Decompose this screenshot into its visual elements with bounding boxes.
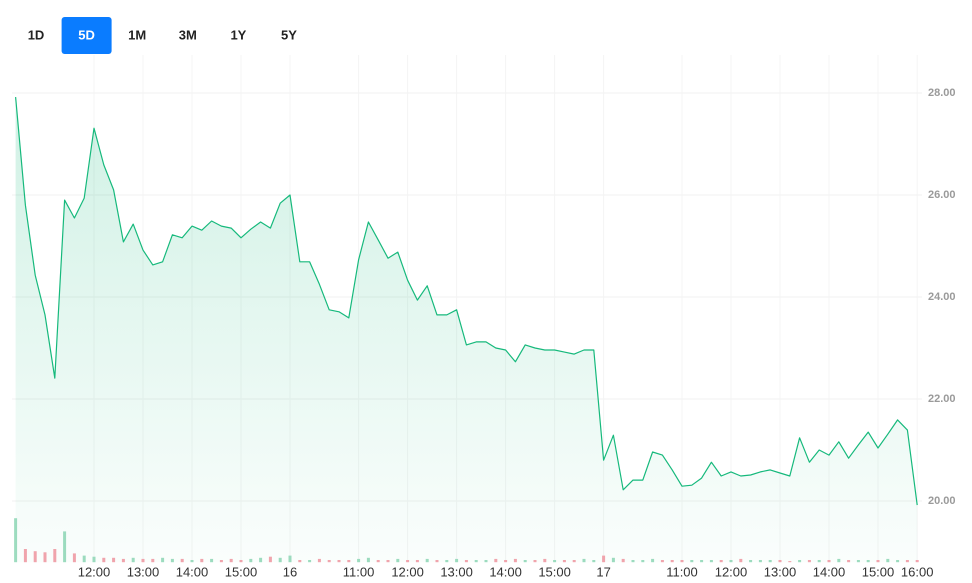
range-button[interactable]: 1Y [230, 27, 246, 42]
x-tick-label: 16 [283, 564, 297, 579]
x-tick-label: 14:00 [813, 564, 846, 579]
x-tick-label: 11:00 [343, 564, 375, 579]
x-tick-label: 14:00 [176, 564, 209, 579]
range-button[interactable]: 5Y [281, 27, 297, 42]
y-tick-label: 28.00 [928, 87, 956, 99]
x-tick-label: 15:00 [538, 564, 571, 579]
y-tick-label: 22.00 [928, 393, 956, 405]
x-tick-label: 13:00 [127, 564, 160, 579]
y-tick-label: 20.00 [928, 495, 956, 507]
x-tick-label: 11:00 [666, 564, 698, 579]
y-tick-label: 24.00 [928, 291, 956, 303]
price-area [15, 97, 918, 563]
x-tick-label: 13:00 [764, 564, 797, 579]
x-tick-label: 14:00 [489, 564, 522, 579]
x-tick-label: 17 [596, 564, 610, 579]
x-tick-label: 12:00 [391, 564, 424, 579]
range-button-bg[interactable] [61, 17, 112, 54]
range-button[interactable]: 3M [179, 27, 197, 42]
range-button[interactable]: 5D [78, 27, 95, 42]
y-tick-label: 26.00 [928, 189, 956, 201]
range-button[interactable]: 1M [128, 27, 146, 42]
x-tick-label: 15:00 [225, 564, 258, 579]
x-tick-label: 16:00 [901, 564, 934, 579]
range-button[interactable]: 1D [28, 27, 45, 42]
x-tick-label: 12:00 [715, 564, 748, 579]
price-line [15, 97, 918, 506]
x-tick-label: 13:00 [440, 564, 473, 579]
x-tick-label: 15:00 [862, 564, 895, 579]
x-tick-label: 12:00 [78, 564, 111, 579]
